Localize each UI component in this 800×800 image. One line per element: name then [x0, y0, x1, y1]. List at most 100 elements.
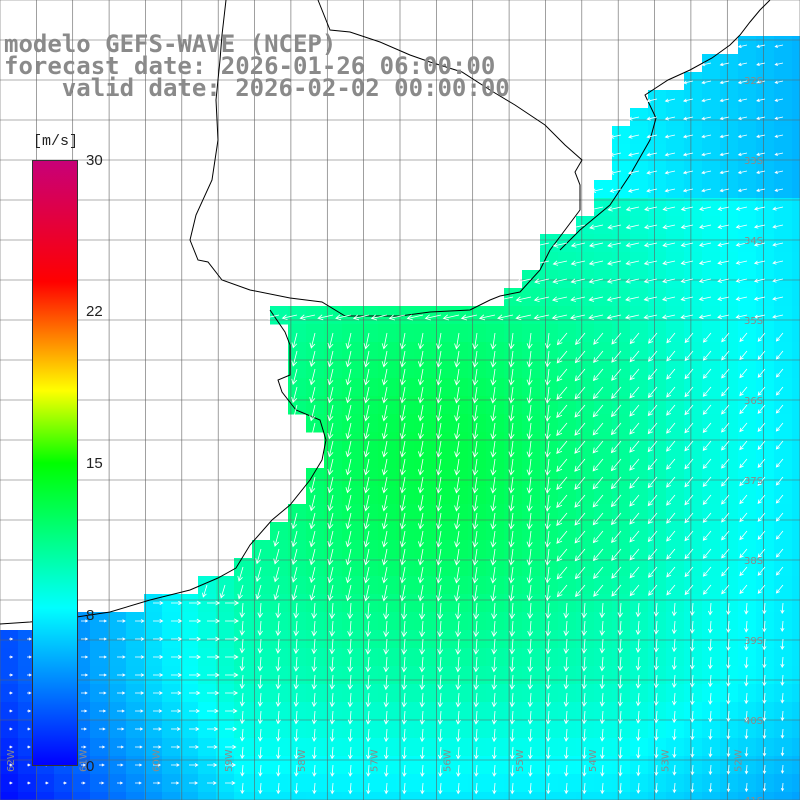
wind-arrow	[436, 494, 443, 512]
wind-arrow	[153, 781, 161, 785]
wind-speed-cell	[792, 486, 800, 505]
wind-arrow	[419, 710, 425, 725]
wind-arrow	[581, 692, 587, 707]
wind-arrow	[327, 584, 334, 602]
wind-speed-cell	[72, 792, 91, 800]
wind-arrow	[276, 782, 281, 795]
wind-arrow	[345, 350, 352, 368]
wind-arrow	[575, 584, 586, 598]
wind-arrow	[701, 134, 712, 139]
wind-arrow	[556, 404, 568, 418]
wind-arrow	[402, 746, 407, 760]
wind-arrow	[135, 709, 144, 713]
wind-arrow	[744, 620, 749, 633]
wind-speed-cell	[792, 108, 800, 127]
wind-arrow	[772, 206, 784, 211]
wind-arrow	[99, 709, 107, 713]
wind-arrow	[240, 746, 245, 760]
wind-arrow	[472, 476, 479, 494]
wind-arrow	[574, 350, 586, 364]
wind-arrow	[399, 404, 406, 422]
wind-arrow	[153, 673, 164, 677]
wind-arrow	[27, 655, 32, 659]
wind-arrow	[654, 710, 659, 724]
wind-arrow	[680, 260, 694, 266]
wind-arrow	[628, 152, 640, 157]
wind-speed-cell	[684, 108, 703, 127]
wind-arrow	[381, 368, 388, 386]
colorbar-unit: [m/s]	[33, 133, 79, 150]
wind-arrow	[171, 727, 181, 731]
wind-arrow	[721, 494, 730, 505]
wind-arrow	[600, 764, 605, 777]
wind-arrow	[327, 350, 334, 368]
wind-arrow	[348, 764, 353, 777]
wind-arrow	[737, 62, 748, 67]
wind-arrow	[275, 602, 281, 619]
wind-arrow	[189, 708, 200, 714]
wind-arrow	[607, 224, 622, 230]
wind-arrow	[721, 476, 730, 487]
wind-arrow	[617, 692, 623, 707]
wind-arrow	[780, 764, 785, 774]
wind-arrow	[9, 637, 14, 641]
wind-arrow	[629, 548, 640, 561]
wind-arrow	[417, 458, 424, 476]
wind-arrow	[291, 584, 298, 601]
wind-arrow	[474, 764, 479, 777]
wind-arrow	[454, 512, 461, 530]
wind-speed-cell	[630, 162, 649, 181]
wind-arrow	[508, 494, 515, 512]
wind-arrow	[556, 476, 568, 490]
wind-arrow	[189, 781, 199, 785]
wind-arrow	[153, 709, 163, 713]
wind-arrow	[365, 692, 371, 708]
wind-arrow	[653, 620, 659, 635]
wind-arrow	[491, 656, 497, 673]
wind-arrow	[574, 548, 586, 562]
wind-arrow	[348, 746, 353, 760]
wind-arrow	[636, 746, 641, 759]
wind-arrow	[744, 602, 749, 615]
wind-speed-cell	[684, 144, 703, 163]
wind-arrow	[383, 656, 389, 673]
wind-arrow	[744, 782, 749, 793]
wind-arrow	[225, 600, 240, 606]
wind-arrow	[508, 584, 515, 602]
wind-arrow	[666, 332, 676, 344]
wind-arrow	[664, 170, 676, 175]
wind-arrow	[347, 728, 353, 743]
wind-speed-cell	[36, 792, 55, 800]
wind-arrow	[472, 350, 479, 368]
wind-arrow	[472, 440, 479, 458]
latitude-label: 39S	[744, 636, 763, 647]
wind-arrow	[526, 458, 533, 476]
wind-arrow	[582, 746, 587, 760]
wind-speed-cell	[792, 720, 800, 739]
wind-arrow	[117, 637, 126, 641]
wind-arrow	[258, 764, 263, 777]
wind-speed-cell	[666, 90, 685, 109]
wind-arrow	[610, 512, 622, 526]
wind-arrow	[81, 727, 87, 731]
wind-arrow	[207, 763, 218, 767]
wind-arrow	[680, 206, 694, 212]
wind-arrow	[698, 260, 712, 266]
wind-arrow	[419, 728, 425, 743]
wind-arrow	[666, 404, 676, 416]
wind-arrow	[574, 476, 586, 490]
wind-arrow	[666, 458, 676, 470]
wind-speed-cell	[774, 198, 793, 217]
wind-arrow	[756, 44, 766, 48]
wind-arrow	[345, 512, 352, 530]
wind-arrow	[437, 620, 444, 638]
wind-arrow	[552, 296, 568, 302]
wind-arrow	[737, 188, 748, 193]
wind-arrow	[258, 746, 263, 760]
wind-arrow	[275, 656, 281, 672]
wind-arrow	[702, 422, 712, 433]
wind-arrow	[690, 728, 695, 741]
wind-speed-cell	[504, 792, 523, 800]
wind-arrow	[775, 368, 784, 378]
wind-arrow	[708, 638, 713, 652]
